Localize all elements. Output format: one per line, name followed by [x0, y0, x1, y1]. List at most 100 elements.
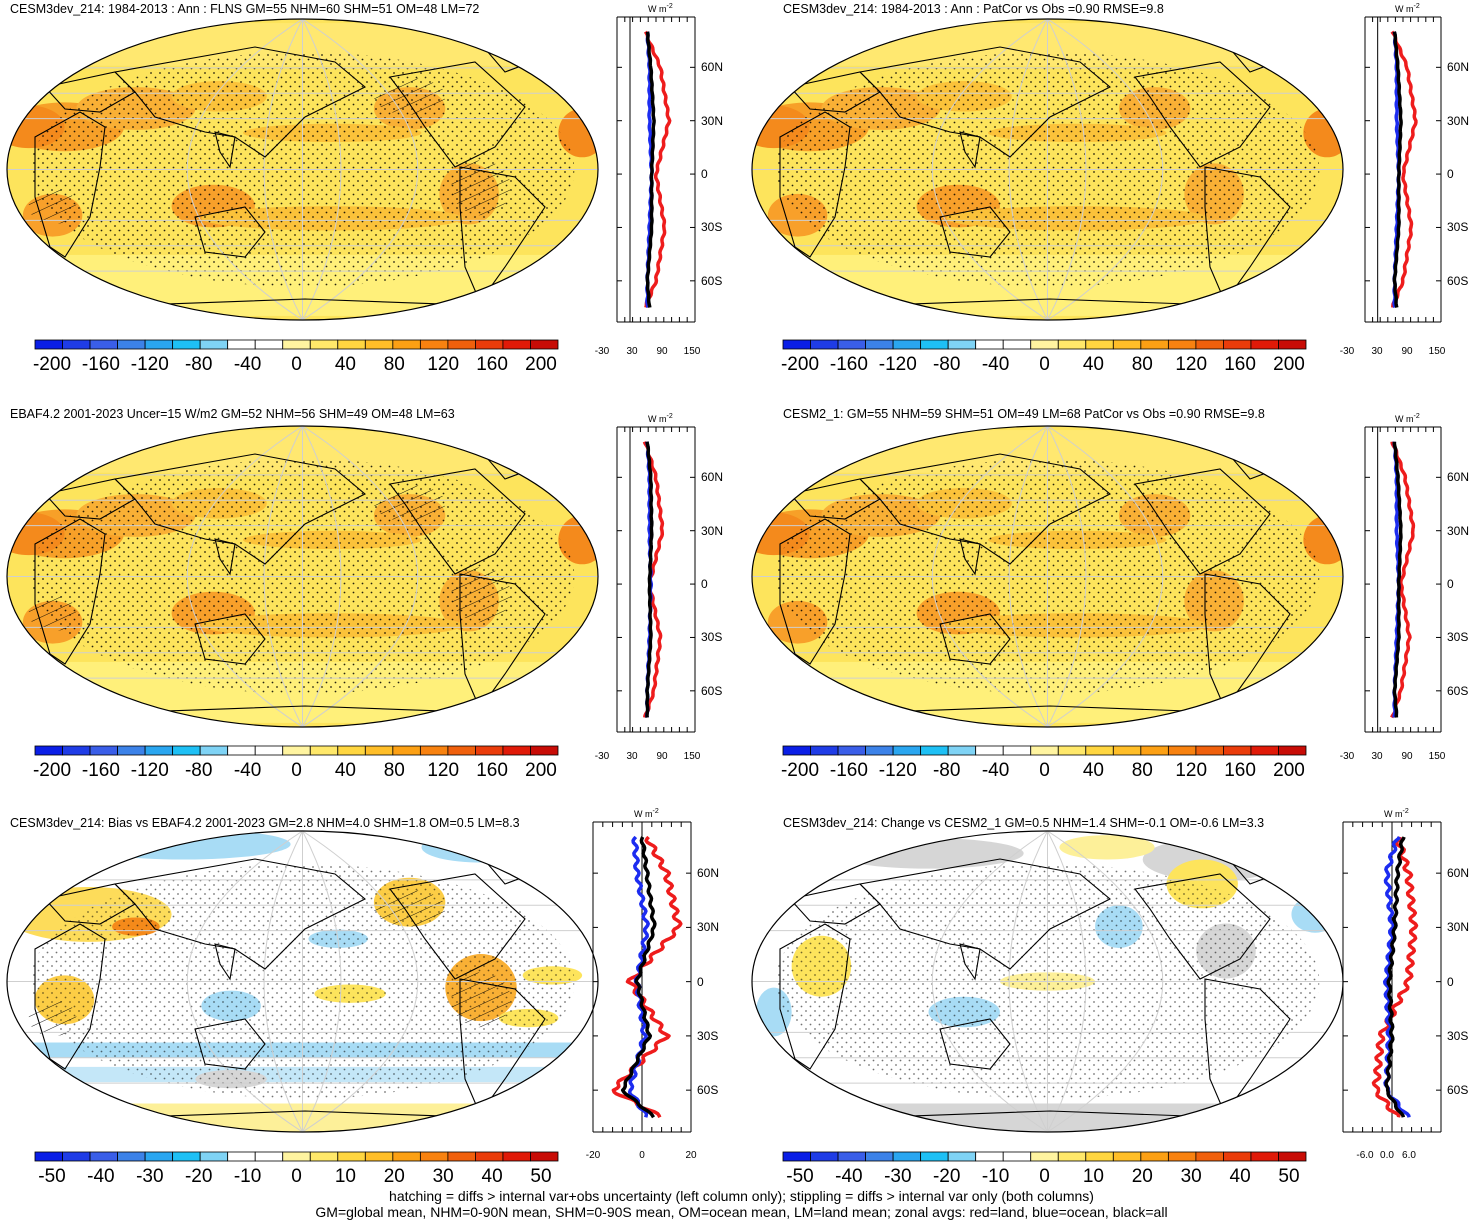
colorbar-label: 120 — [427, 760, 460, 781]
colorbar-label: 10 — [334, 1166, 356, 1187]
colorbar-swatch — [837, 1151, 866, 1162]
continent-north-america — [389, 873, 526, 980]
colorbar-label: -20 — [184, 1166, 213, 1187]
graticule — [7, 426, 598, 727]
map-outline — [751, 18, 1344, 321]
colorbar-swatch — [89, 1151, 118, 1162]
zonal-mean-plot — [616, 16, 696, 323]
zonal-x-tick: 30 — [626, 346, 638, 357]
colorbar-swatch — [144, 745, 174, 756]
panel-title: CESM2_1: GM=55 NHM=59 SHM=51 OM=49 LM=68… — [783, 407, 1265, 421]
zonal-x-tick: 90 — [1401, 346, 1413, 357]
colorbar-swatch — [892, 1151, 922, 1162]
zonal-mean-plot — [1364, 16, 1442, 323]
colorbar-swatch — [419, 339, 449, 350]
colorbar-swatch — [392, 1151, 421, 1162]
colorbar-swatch — [1140, 1151, 1169, 1162]
colorbar-label: -80 — [932, 354, 961, 375]
panel-title: CESM3dev_214: Bias vs EBAF4.2 2001-2023 … — [10, 816, 520, 830]
colorbar-swatch — [920, 339, 949, 350]
colorbar-label: 200 — [525, 760, 557, 781]
colorbar-label: 40 — [1082, 354, 1104, 375]
panel-title: CESM3dev_214: 1984-2013 : Ann : FLNS GM=… — [10, 2, 480, 16]
colorbar-label: 0 — [1039, 760, 1050, 781]
zonal-all-curve — [1384, 836, 1406, 1118]
continent-north-america — [389, 468, 526, 575]
colorbar — [34, 1151, 559, 1162]
zonal-x-tick: 150 — [1428, 346, 1446, 357]
world-map — [751, 18, 1344, 321]
lat-label: 0 — [1447, 167, 1454, 182]
lat-label: 30S — [1447, 220, 1469, 235]
colorbar-swatch — [947, 1151, 977, 1162]
map-outline — [751, 425, 1344, 728]
continent-india — [214, 131, 236, 169]
colorbar-label: 20 — [383, 1166, 405, 1187]
colorbar-swatch — [282, 745, 311, 756]
zonal-unit-exponent: -2 — [1413, 413, 1420, 420]
colorbar-swatch — [1278, 339, 1307, 350]
colorbar-label: 40 — [334, 354, 356, 375]
continent-africa — [779, 518, 851, 665]
colorbar-label: 30 — [432, 1166, 454, 1187]
lat-label: 60N — [1447, 60, 1470, 75]
panel-bias: CESM3dev_214: Bias vs EBAF4.2 2001-2023 … — [0, 808, 740, 1190]
footer-line-means: GM=global mean, NHM=0-90N mean, SHM=0-90… — [315, 1204, 1168, 1220]
zonal-all-curve — [620, 836, 657, 1119]
graticule — [7, 19, 598, 320]
zonal-unit-label: W m-2 — [648, 3, 673, 14]
zonal-x-tick: -30 — [1339, 346, 1355, 357]
continent-asia — [113, 453, 366, 565]
colorbar-swatch — [447, 339, 476, 350]
lat-label: 60S — [701, 273, 723, 288]
colorbar-label: 50 — [1278, 1166, 1300, 1187]
colorbar-label: -40 — [233, 354, 262, 375]
colorbar-label: -30 — [884, 1166, 912, 1187]
colorbar-label: 40 — [481, 1166, 503, 1187]
zonal-unit-exponent: -2 — [652, 808, 659, 815]
colorbar-swatch — [1140, 339, 1169, 350]
world-map — [751, 830, 1344, 1133]
continent-australia — [939, 613, 1011, 665]
panel-obs-ebaf: EBAF4.2 2001-2023 Uncer=15 W/m2 GM=52 NH… — [0, 405, 740, 805]
zonal-unit-label: W m-2 — [1395, 3, 1420, 14]
panel-cesm2: CESM2_1: GM=55 NHM=59 SHM=51 OM=49 LM=68… — [745, 405, 1483, 805]
continent-north-america — [1134, 873, 1271, 980]
world-map — [6, 830, 599, 1133]
hatching-north-america — [373, 890, 446, 927]
colorbar-swatch — [865, 1151, 894, 1162]
continent-europe — [43, 883, 136, 925]
colorbar-swatch — [364, 1151, 394, 1162]
colorbar-swatch — [1112, 745, 1142, 756]
colorbar-swatch — [1250, 745, 1279, 756]
colorbar-swatch — [62, 339, 91, 350]
colorbar-swatch — [89, 745, 118, 756]
panel-model-flns: CESM3dev_214: 1984-2013 : Ann : FLNS GM=… — [0, 0, 740, 400]
zonal-x-tick: -6.0 — [1356, 1150, 1374, 1161]
colorbar-swatch — [309, 1151, 339, 1162]
lat-label: 30N — [1447, 523, 1470, 538]
colorbar-label: -120 — [878, 354, 917, 375]
colorbar-swatch — [117, 339, 146, 350]
continent-australia — [939, 1018, 1011, 1070]
colorbar-label: -120 — [130, 354, 169, 375]
colorbar-swatch — [447, 1151, 476, 1162]
colorbar-swatch — [1030, 339, 1059, 350]
colorbar-label: -200 — [780, 354, 820, 375]
panel-change: CESM3dev_214: Change vs CESM2_1 GM=0.5 N… — [745, 808, 1483, 1190]
colorbar-label: 0 — [291, 354, 302, 375]
colorbar-label: -50 — [38, 1166, 66, 1187]
panel-title: EBAF4.2 2001-2023 Uncer=15 W/m2 GM=52 NH… — [10, 407, 455, 421]
colorbar-swatch — [475, 339, 504, 350]
colorbar-swatch — [34, 1151, 63, 1162]
colorbar-label: 120 — [427, 354, 460, 375]
colorbar-swatch — [810, 745, 839, 756]
colorbar-swatch — [810, 339, 839, 350]
colorbar-swatch — [199, 745, 229, 756]
colorbar-label: -50 — [786, 1166, 814, 1187]
continent-asia — [858, 46, 1111, 158]
colorbar-swatch — [1195, 339, 1224, 350]
zonal-all-curve — [645, 31, 656, 308]
graticule — [752, 19, 1343, 320]
colorbar-label: 160 — [476, 354, 508, 375]
